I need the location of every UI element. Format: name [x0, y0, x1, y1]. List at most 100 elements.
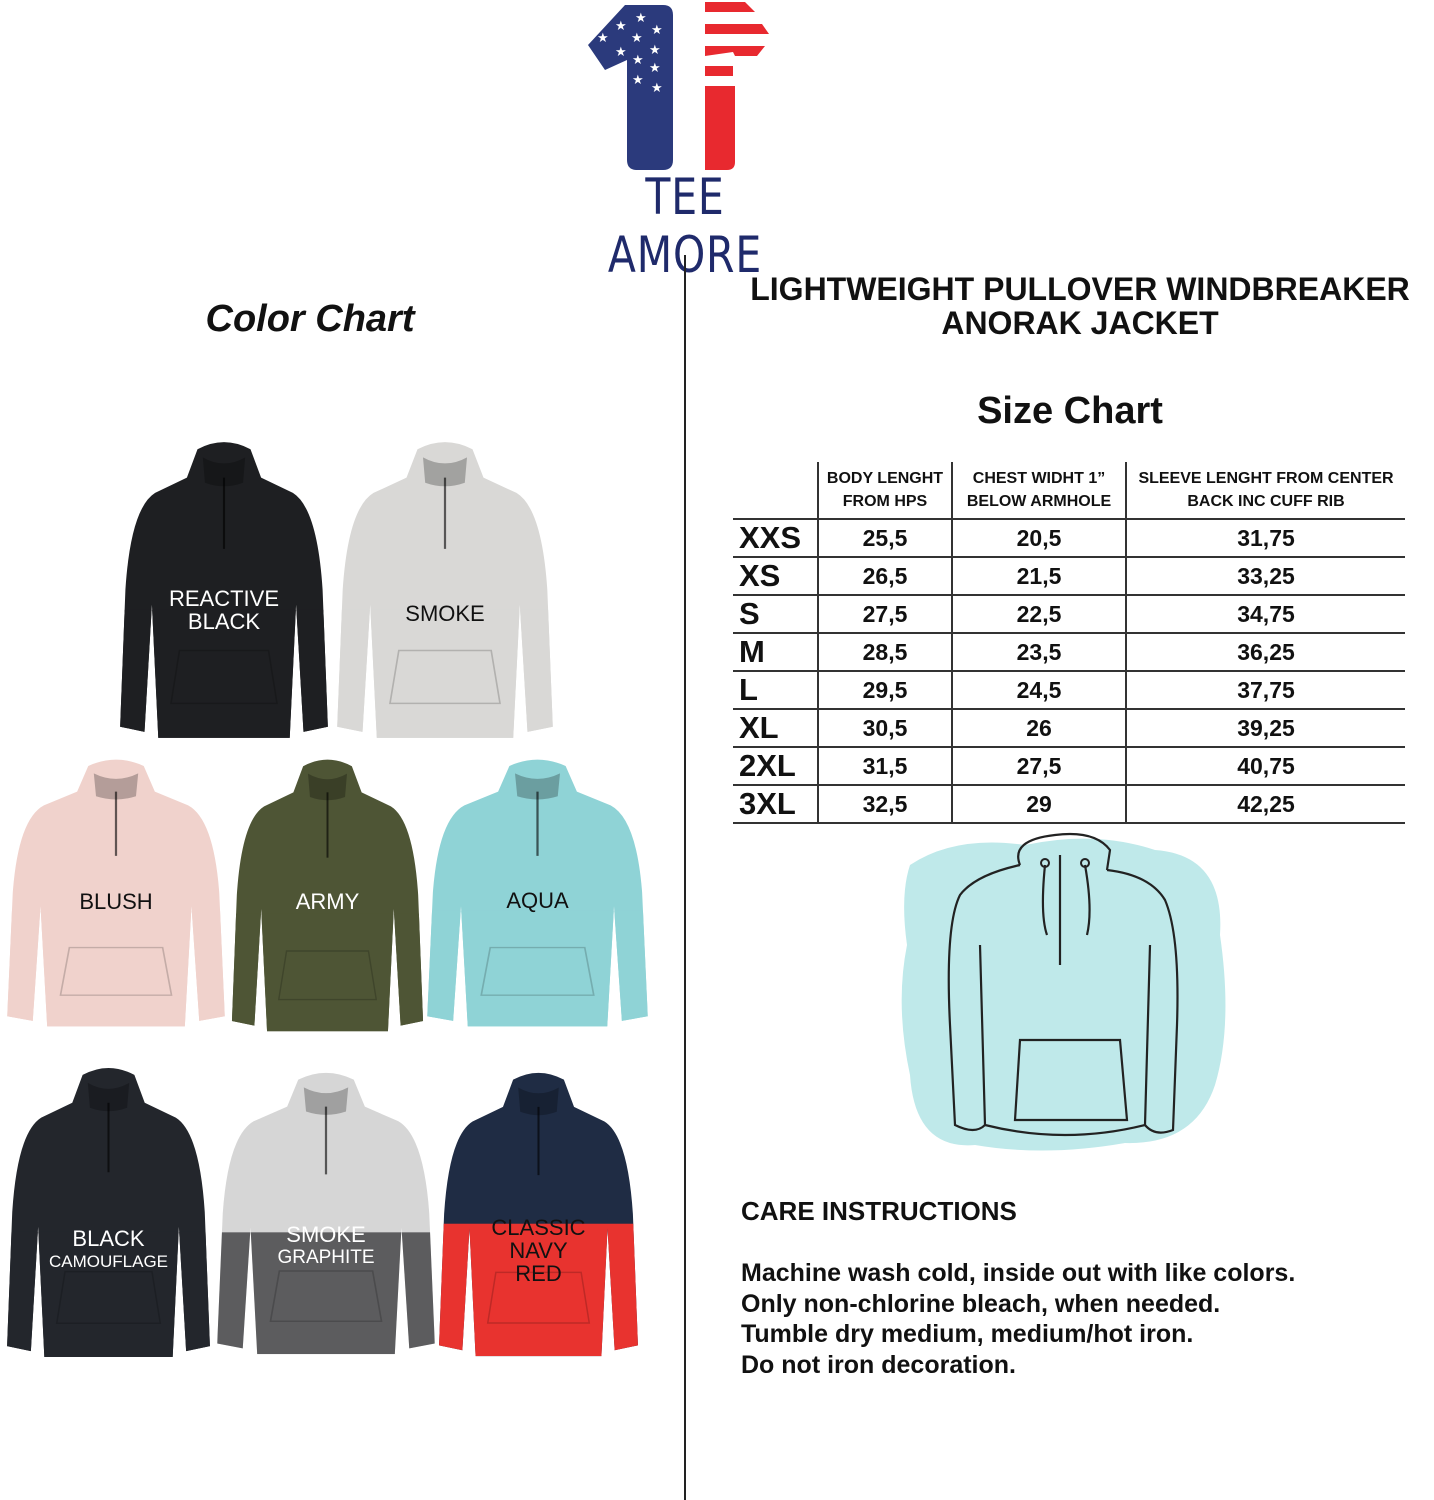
- body-length-cell: 31,5: [817, 746, 952, 785]
- chest-width-cell: 21,5: [951, 556, 1126, 595]
- jacket-image: [427, 759, 648, 1027]
- table-row: 3XL 32,5 29 42,25: [733, 784, 1405, 824]
- chest-width-cell: 24,5: [951, 670, 1126, 709]
- sleeve-length-header: SLEEVE LENGHT FROM CENTER BACK INC CUFF R…: [1125, 462, 1405, 519]
- jacket-image: [7, 1067, 210, 1358]
- chest-width-cell: 20,5: [951, 518, 1126, 557]
- body-length-cell: 25,5: [817, 518, 952, 557]
- jacket-image: [439, 1072, 638, 1357]
- jacket-blush: BLUSH: [5, 755, 227, 1030]
- chest-width-cell: 23,5: [951, 632, 1126, 671]
- body-length-header: BODY LENGHT FROM HPS: [817, 462, 952, 519]
- body-length-cell: 30,5: [817, 708, 952, 747]
- chest-width-cell: 27,5: [951, 746, 1126, 785]
- sleeve-length-cell: 39,25: [1125, 708, 1405, 747]
- size-cell: XXS: [733, 518, 818, 557]
- size-cell: S: [733, 594, 818, 633]
- color-chart-title: Color Chart: [205, 298, 415, 340]
- jacket-sketch-illustration: [901, 832, 1226, 1151]
- size-cell: M: [733, 632, 818, 671]
- jacket-image: [337, 442, 553, 738]
- sleeve-length-cell: 40,75: [1125, 746, 1405, 785]
- sleeve-length-cell: 36,25: [1125, 632, 1405, 671]
- size-cell: L: [733, 670, 818, 709]
- jacket-aqua: AQUA: [425, 755, 650, 1030]
- svg-text:★: ★: [632, 53, 644, 68]
- jacket-reactive-black: REACTIVE BLACK: [118, 437, 330, 742]
- body-length-cell: 32,5: [817, 784, 952, 824]
- svg-text:★: ★: [635, 11, 647, 26]
- jacket-image: [217, 1072, 435, 1355]
- jacket-smoke: SMOKE: [335, 437, 555, 742]
- product-title: LIGHTWEIGHT PULLOVER WINDBREAKER ANORAK …: [700, 272, 1434, 340]
- size-cell: XL: [733, 708, 818, 747]
- svg-text:★: ★: [649, 43, 661, 58]
- table-row: XS 26,5 21,5 33,25: [733, 556, 1405, 595]
- size-chart-title: Size Chart: [977, 390, 1163, 432]
- jacket-black-camouflage: BLACK CAMOUFLAGE: [5, 1063, 212, 1361]
- jacket-classic-navy-red: CLASSIC NAVY RED: [437, 1068, 640, 1360]
- size-cell: 2XL: [733, 746, 818, 785]
- sleeve-length-cell: 34,75: [1125, 594, 1405, 633]
- body-length-cell: 29,5: [817, 670, 952, 709]
- jacket-army: ARMY: [230, 755, 425, 1035]
- sleeve-length-cell: 37,75: [1125, 670, 1405, 709]
- size-column-header: [733, 462, 818, 519]
- care-line: Do not iron decoration.: [741, 1350, 1016, 1379]
- care-instructions-list: Machine wash cold, inside out with like …: [741, 1258, 1295, 1380]
- color-label: ARMY: [295, 889, 360, 914]
- care-line: Machine wash cold, inside out with like …: [741, 1259, 1296, 1287]
- color-label: SMOKE: [286, 1222, 366, 1247]
- color-label-line2: BLACK: [187, 609, 261, 634]
- table-row: XXS 25,5 20,5 31,75: [733, 518, 1405, 557]
- table-row: 2XL 31,5 27,5 40,75: [733, 746, 1405, 785]
- body-length-cell: 28,5: [817, 632, 952, 671]
- svg-text:★: ★: [631, 31, 643, 46]
- product-title-line2: ANORAK JACKET: [941, 305, 1219, 341]
- color-label: SMOKE: [405, 601, 485, 626]
- product-title-line1: LIGHTWEIGHT PULLOVER WINDBREAKER: [750, 271, 1410, 307]
- svg-text:★: ★: [632, 73, 644, 88]
- care-instructions-title: CARE INSTRUCTIONS: [741, 1196, 1017, 1226]
- care-line: Tumble dry medium, medium/hot iron.: [741, 1320, 1194, 1348]
- care-line: Only non-chlorine bleach, when needed.: [741, 1289, 1221, 1318]
- table-row: S 27,5 22,5 34,75: [733, 594, 1405, 633]
- size-cell: XS: [733, 556, 818, 595]
- sleeve-length-cell: 42,25: [1125, 784, 1405, 824]
- chest-width-header: CHEST WIDHT 1” BELOW ARMHOLE: [951, 462, 1126, 519]
- jacket-image: [231, 759, 424, 1032]
- tee-amore-logo: ★ ★ ★ ★ ★ ★ ★ ★ ★ ★ ★: [588, 2, 769, 170]
- table-row: M 28,5 23,5 36,25: [733, 632, 1405, 671]
- color-label: REACTIVE: [168, 586, 280, 611]
- chest-width-cell: 26: [951, 708, 1126, 747]
- table-row: XL 30,5 26 39,25: [733, 708, 1405, 747]
- table-header-row: BODY LENGHT FROM HPS CHEST WIDHT 1” BELOW …: [733, 462, 1405, 519]
- svg-text:★: ★: [615, 19, 627, 34]
- jacket-image: [120, 442, 328, 738]
- color-label: AQUA: [506, 888, 569, 913]
- chest-width-cell: 29: [951, 784, 1126, 824]
- svg-text:★: ★: [651, 23, 663, 38]
- color-label: CLASSIC: [491, 1215, 586, 1240]
- svg-text:★: ★: [649, 61, 661, 76]
- color-label-line2: NAVY: [509, 1238, 568, 1263]
- sleeve-length-cell: 33,25: [1125, 556, 1405, 595]
- jacket-image: [7, 759, 225, 1027]
- svg-text:★: ★: [651, 81, 663, 96]
- column-divider: [684, 255, 686, 1500]
- color-label-line2: GRAPHITE: [277, 1247, 375, 1268]
- svg-text:★: ★: [597, 31, 609, 46]
- size-chart-table: BODY LENGHT FROM HPS CHEST WIDHT 1” BELOW …: [733, 462, 1405, 824]
- color-label-line2: CAMOUFLAGE: [48, 1252, 169, 1271]
- color-label: BLACK: [72, 1226, 145, 1251]
- jacket-smoke-graphite: SMOKE GRAPHITE: [215, 1068, 437, 1358]
- body-length-cell: 26,5: [817, 556, 952, 595]
- body-length-cell: 27,5: [817, 594, 952, 633]
- chest-width-cell: 22,5: [951, 594, 1126, 633]
- svg-text:★: ★: [615, 45, 627, 60]
- color-label-line3: RED: [515, 1261, 562, 1286]
- sleeve-length-cell: 31,75: [1125, 518, 1405, 557]
- size-cell: 3XL: [733, 784, 818, 824]
- color-label: BLUSH: [79, 889, 153, 914]
- table-row: L 29,5 24,5 37,75: [733, 670, 1405, 709]
